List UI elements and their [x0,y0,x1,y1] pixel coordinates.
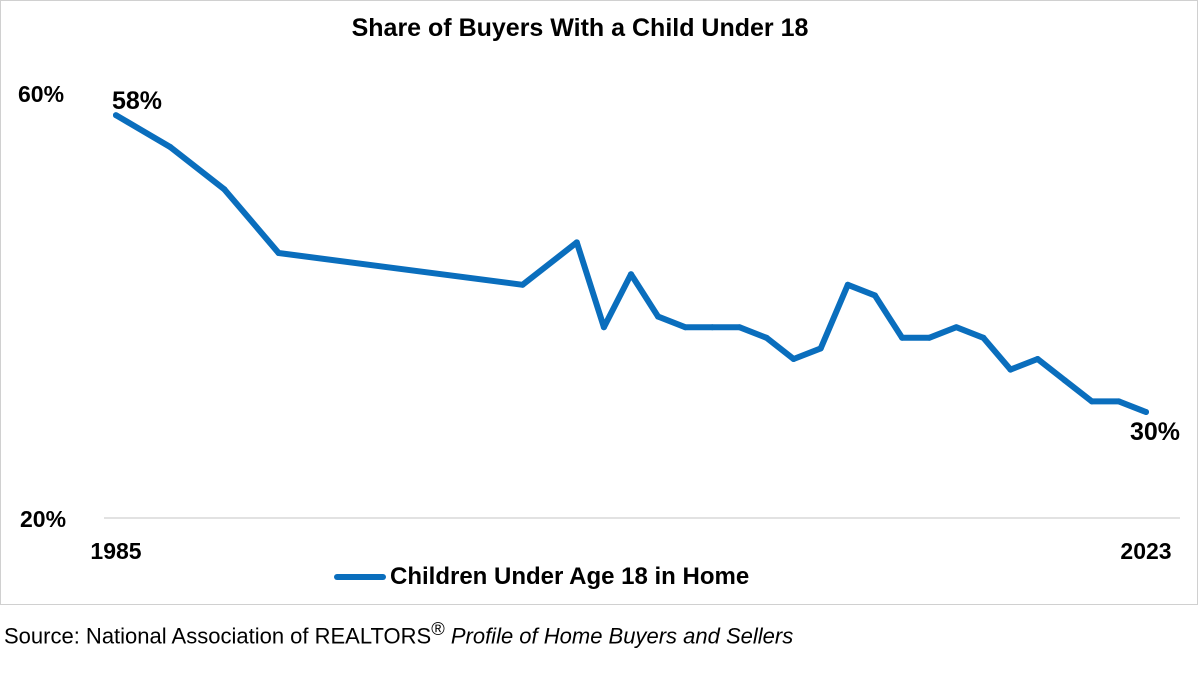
source-note: Source: National Association of REALTORS… [4,618,793,649]
data-point [628,271,634,278]
data-point [953,324,960,331]
data-point [1143,409,1149,415]
x-tick-label-start: 1985 [90,538,141,564]
data-label-start: 58% [112,87,162,115]
data-point [790,356,797,362]
data-point [655,313,662,320]
data-point [926,334,933,341]
x-tick-label-end: 2023 [1120,538,1171,564]
data-point [1007,366,1014,373]
data-point [736,324,743,331]
data-point [275,250,282,256]
data-point [763,334,770,341]
data-point [899,334,906,341]
legend-label: Children Under Age 18 in Home [390,563,750,590]
data-point [519,281,526,288]
data-point [682,324,689,331]
data-point [1034,356,1041,362]
line-chart: 60% 20% 1985 2023 58% 30% [18,81,1180,564]
data-point [1088,398,1095,405]
data-point [573,239,580,246]
legend: Children Under Age 18 in Home [334,563,749,591]
data-point [709,324,716,331]
registered-mark: ® [431,618,445,639]
chart-title: Share of Buyers With a Child Under 18 [351,14,809,42]
y-tick-label-top: 60% [18,81,64,107]
data-point [600,324,607,331]
data-point [1115,398,1122,405]
data-point [167,144,174,150]
data-point [980,334,987,341]
data-point [817,345,824,352]
source-publication: Profile of Home Buyers and Sellers [450,623,794,649]
data-point [221,186,228,193]
data-point [113,112,119,119]
y-tick-label-bottom: 20% [20,506,66,532]
data-point [1061,377,1068,384]
series-line-children-under-18 [113,112,1149,415]
chart-frame [0,0,1198,605]
data-point [871,292,878,299]
data-label-end: 30% [1130,418,1180,446]
source-prefix: Source: National Association of REALTORS [4,623,432,649]
data-point [844,281,851,288]
legend-swatch [334,574,386,580]
